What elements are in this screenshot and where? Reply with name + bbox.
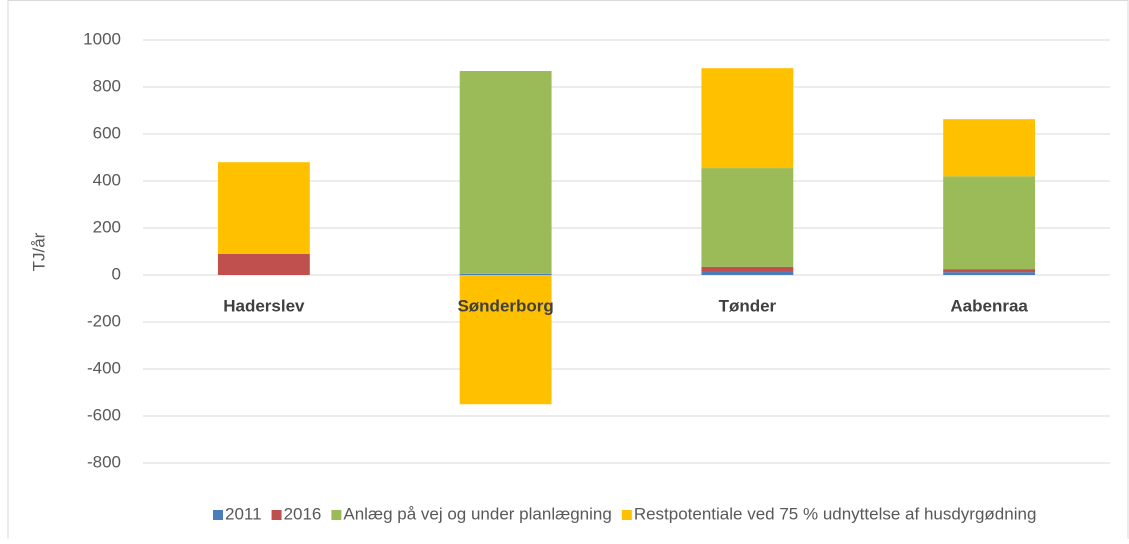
bar-segment — [701, 68, 794, 169]
bar-segment — [701, 266, 794, 272]
bar-segment — [701, 168, 794, 267]
y-tick-label: -200 — [87, 311, 121, 330]
y-tick-label: 600 — [93, 123, 121, 142]
x-tick-label: Haderslev — [223, 296, 305, 315]
bar-segment — [459, 273, 552, 275]
x-tick-label: Sønderborg — [457, 296, 553, 315]
legend-label: 2011 — [225, 504, 262, 523]
bar-segment — [459, 275, 552, 405]
bar-segment — [943, 272, 1036, 275]
bar-segment — [459, 71, 552, 274]
bar-segment — [943, 119, 1036, 177]
legend-label: Anlæg på vej og under planlægning — [343, 504, 611, 523]
x-tick-label: Tønder — [719, 296, 777, 315]
y-axis-label: TJ/år — [29, 232, 48, 271]
bar-segment — [701, 271, 794, 275]
y-tick-label: 800 — [93, 76, 121, 95]
chart-border — [7, 0, 1129, 544]
y-tick-label: -400 — [87, 358, 121, 377]
legend-label: Restpotentiale ved 75 % udnyttelse af hu… — [634, 504, 1037, 523]
y-tick-label: -600 — [87, 405, 121, 424]
y-tick-label: 0 — [112, 264, 121, 283]
bar-segment — [943, 176, 1036, 270]
y-tick-label: 400 — [93, 170, 121, 189]
legend-swatch — [331, 510, 342, 520]
y-tick-label: -800 — [87, 452, 121, 471]
legend-swatch — [271, 510, 282, 520]
legend-swatch — [621, 510, 632, 520]
bar-segment — [217, 162, 310, 254]
x-tick-label: Aabenraa — [950, 296, 1028, 315]
y-tick-label: 1000 — [83, 29, 121, 48]
y-tick-label: 200 — [93, 217, 121, 236]
legend-label: 2016 — [284, 504, 322, 523]
bar-segment — [217, 253, 310, 275]
legend-swatch — [213, 510, 223, 520]
bar-segment — [943, 269, 1036, 273]
